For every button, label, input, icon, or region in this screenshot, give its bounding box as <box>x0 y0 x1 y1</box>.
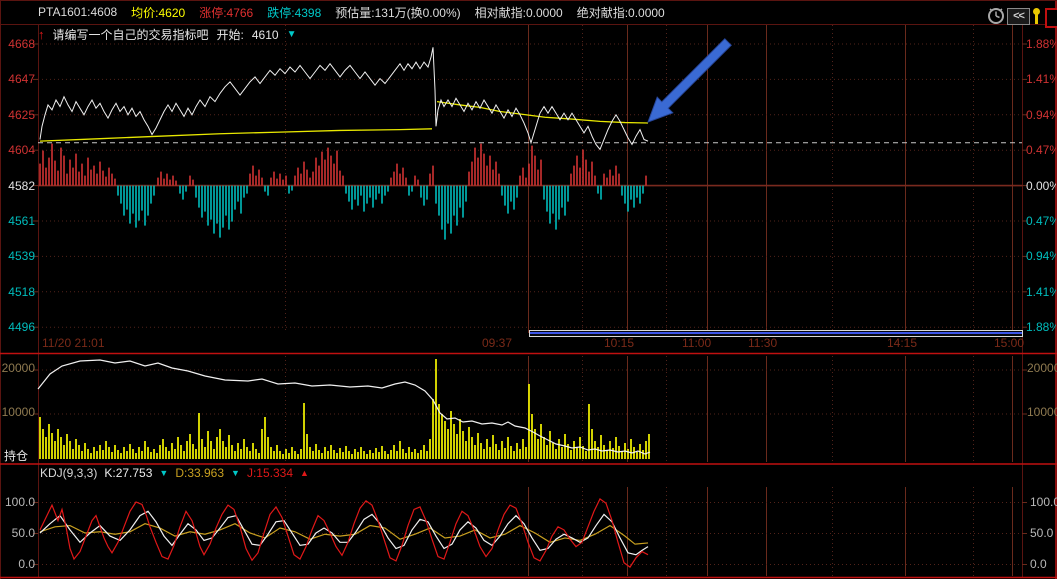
time-axis-label: 11:30 <box>748 336 778 350</box>
volume-axis-label: 10000 <box>1027 406 1057 418</box>
price-axis-label: 4582 <box>8 178 35 193</box>
volume-axis-label: 20000 <box>1027 362 1057 374</box>
top-info-bar: PTA1601:4608 均价:4620 涨停:4766 跌停:4398 预估量… <box>0 0 1057 24</box>
kdj-axis-label: 0.0 <box>18 557 35 571</box>
kdj-axis-label: 50.0 <box>1030 527 1054 539</box>
limit-down-price: 跌停:4398 <box>267 5 322 20</box>
time-axis-label: 10:15 <box>604 336 635 350</box>
average-price: 均价:4620 <box>131 5 186 20</box>
yellow-indicator-icon[interactable] <box>1031 8 1043 24</box>
scrollbar-thumb[interactable] <box>530 332 1022 334</box>
kdj-name[interactable]: KDJ(9,3,3) <box>40 466 98 480</box>
hint-text: 请编写一个自己的交易指标吧 <box>52 28 209 42</box>
kdj-k-value: K:27.753 <box>104 466 153 480</box>
kdj-axis-label: 100.0 <box>4 495 35 509</box>
price-axis-label: 4668 <box>8 37 35 51</box>
time-axis-label: 11/20 21:01 <box>42 336 105 350</box>
percent-axis-label: 1.41% <box>1026 73 1056 86</box>
clock-icon[interactable] <box>987 7 1005 24</box>
flag-stem <box>1035 13 1038 24</box>
percent-axis-label: 0.47% <box>1026 144 1056 157</box>
percent-axis-label: 1.41% <box>1026 285 1056 298</box>
flag-head <box>1033 8 1040 15</box>
price-axis-label: 4496 <box>8 320 35 335</box>
indicator-hint-note: ↑ 请编写一个自己的交易指标吧 开始: 4610 ▼ <box>38 26 296 43</box>
time-axis-label: 11:00 <box>682 336 712 350</box>
time-axis-label: 14:15 <box>887 336 918 350</box>
price-axis-label: 4561 <box>8 214 35 228</box>
percent-axis-label: 1.88% <box>1026 321 1056 334</box>
kdj-axis-label: 100.0 <box>1030 496 1057 508</box>
price-axis-label: 4647 <box>8 72 35 87</box>
kdj-header: KDJ(9,3,3) K:27.753 ▼ D:33.963 ▼ J:15.33… <box>40 466 309 480</box>
time-axis-label: 15:00 <box>994 336 1025 350</box>
percent-axis-label: 0.47% <box>1026 215 1056 227</box>
time-axis-label: 09:37 <box>482 336 513 350</box>
collapse-panel-button[interactable]: << <box>1007 8 1030 25</box>
cyan-down-arrow-icon: ▼ <box>286 29 297 40</box>
open-price-value: 4610 <box>251 27 279 42</box>
kdj-d-value: D:33.963 <box>175 466 225 480</box>
price-axis-label: 4518 <box>8 284 35 299</box>
percent-axis-label: 1.88% <box>1026 38 1056 50</box>
volume-axis-label: 10000 <box>1 405 35 419</box>
percent-axis-label: 0.94% <box>1026 108 1056 121</box>
estimated-volume: 预估量:131万(换0.00%) <box>335 5 461 20</box>
percent-axis-label: 0.94% <box>1026 250 1056 263</box>
absolute-indicator-value: 绝对献指:0.0000 <box>576 5 665 20</box>
symbol-last-price: PTA1601:4608 <box>38 5 118 19</box>
red-up-arrow-icon: ↑ <box>38 27 45 42</box>
corner-red-box <box>1045 8 1057 28</box>
chart-scrollbar[interactable] <box>529 330 1023 337</box>
relative-indicator-value: 相对献指:0.0000 <box>474 5 563 20</box>
volume-axis-label: 20000 <box>1 361 35 375</box>
percent-axis-label: 0.00% <box>1026 179 1056 192</box>
price-axis-label: 4604 <box>8 143 35 158</box>
d-down-arrow-icon: ▼ <box>231 468 240 478</box>
limit-up-price: 涨停:4766 <box>199 5 254 20</box>
price-axis-label: 4539 <box>8 249 35 264</box>
price-axis-label: 4625 <box>8 107 35 122</box>
open-price-label: 开始: <box>216 28 244 42</box>
kdj-j-value: J:15.334 <box>246 466 293 480</box>
k-down-arrow-icon: ▼ <box>159 468 169 478</box>
kdj-axis-label: 0.0 <box>1030 558 1047 570</box>
kdj-axis-label: 50.0 <box>11 526 35 540</box>
annotation-arrow-icon <box>647 38 732 123</box>
j-up-arrow-icon: ▲ <box>300 468 309 478</box>
open-interest-label: 持仓 <box>4 449 29 463</box>
